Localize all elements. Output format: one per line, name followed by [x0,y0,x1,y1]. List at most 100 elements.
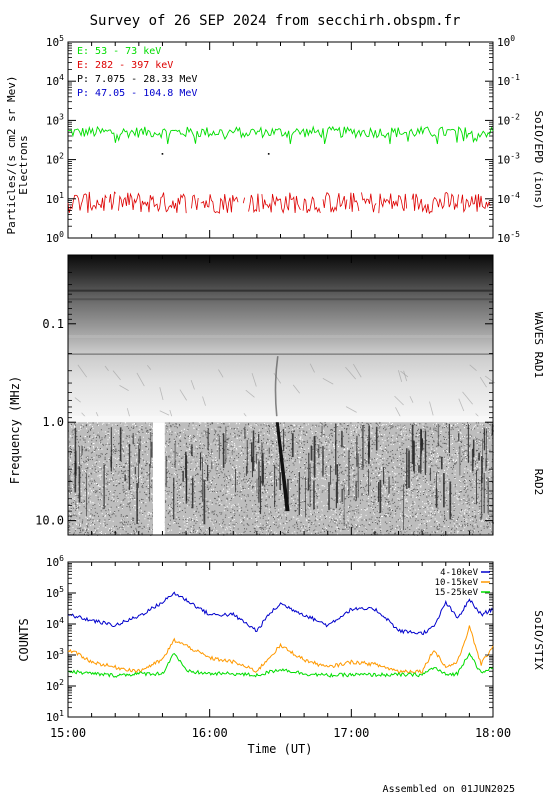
rad1-band [68,353,493,355]
rad1-feature [104,365,109,372]
stix-axes: 101 102 103 104 105 106 15:00 16:00 17:00 18:00 [46,554,511,740]
rad1-feature [136,372,145,387]
footer-assembled: Assembled on 01JUN2025 [383,784,515,795]
rad1-rad2-transition [68,416,493,423]
figure-title: Survey of 26 SEP 2024 from secchirh.obsp… [90,13,461,29]
waves-ylabel: Frequency (MHz) [8,376,22,484]
stix-x-tick-label: 16:00 [192,726,228,740]
rad1-band [68,335,493,339]
epd-series-green [67,125,494,145]
rad2-data-gap [153,422,165,535]
rad1-feature [245,389,255,398]
rad1-band [68,289,493,292]
rad1-feature [77,364,88,378]
epd-ylabel-1: Particles/(s cm2 sr Mev) [5,76,18,235]
epd-legend-item: P: 7.075 - 28.33 MeV [77,74,197,85]
stix-left-tick-label: 102 [46,678,64,693]
rad1-feature [322,378,334,385]
epd-left-tick-label: 102 [46,152,64,167]
stix-xlabel: Time (UT) [247,742,312,756]
epd-legend-item: E: 282 - 397 keV [77,60,173,71]
epd-right-tick-label: 10-5 [497,230,520,245]
stix-series-blue [67,591,494,636]
epd-left-tick-label: 104 [46,73,64,88]
stix-left-tick-label: 101 [46,709,64,724]
rad1-feature [458,398,465,412]
epd-axes: 100 101 102 103 104 105 10-5 10-4 10-3 10-2 10-1 10… [46,34,520,245]
stix-x-tick-label: 17:00 [333,726,369,740]
stix-x-tick-label: 15:00 [50,726,86,740]
epd-left-tick-label: 100 [46,230,64,245]
rad1-feature [409,396,414,403]
waves-axes: 0.1 1.0 10.0 [35,255,494,535]
stix-series-green [67,652,494,678]
type-iii-burst-rad1 [274,356,279,417]
rad1-feature [119,385,129,391]
rad1-feature [345,366,357,380]
stix-right-label: SoIO/STIX [532,610,545,670]
type-iii-burst [275,422,290,512]
stix-left-tick-label: 104 [46,616,64,631]
epd-panel: 100 101 102 103 104 105 10-5 10-4 10-3 10-2 10-1 10… [5,34,545,245]
rad1-feature [147,365,152,370]
rad1-feature [469,364,477,372]
rad1-feature [251,373,257,387]
rad1-feature [429,401,434,416]
rad1-feature [190,380,195,390]
rad1-feature [309,363,315,373]
rad1-feature [112,370,121,381]
epd-proton-point [267,153,270,155]
epd-left-tick-label: 103 [46,112,64,127]
stix-legend-label: 4-10keV [440,568,479,578]
rad1-feature [345,406,357,413]
stix-x-tick-label: 18:00 [475,726,511,740]
rad1-feature [462,391,473,405]
stix-left-tick-label: 106 [46,554,64,569]
epd-left-tick-label: 101 [46,191,64,206]
epd-legend-item: P: 47.05 - 104.8 MeV [77,88,197,99]
waves-tick-label: 1.0 [42,415,64,429]
rad1-feature [394,395,404,406]
rad1-feature [398,370,403,383]
epd-right-tick-label: 100 [497,34,515,49]
epd-ylabel-2: Electrons [17,135,30,195]
stix-panel: 101 102 103 104 105 106 15:00 16:00 17:00 18:00 4… [17,554,545,756]
stix-legend-label: 10-15keV [435,578,479,588]
epd-right-tick-label: 10-1 [497,73,520,88]
waves-spectrogram [68,255,496,536]
rad1-feature [479,376,487,388]
epd-right-tick-label: 10-2 [497,112,520,127]
waves-right-label-rad2: RAD2 [532,469,545,496]
rad1-feature [352,363,362,378]
stix-left-tick-label: 103 [46,647,64,662]
epd-legend-item: E: 53 - 73 keV [77,46,161,57]
epd-left-tick-label: 105 [46,34,64,49]
rad1-feature [292,384,301,394]
epd-frame [67,41,494,239]
rad1-feature [74,397,81,403]
stix-ylabel: COUNTS [17,618,31,661]
stix-frame [67,561,494,718]
rad1-feature [202,396,206,406]
rad1-feature [159,387,164,401]
rad1-band [68,298,493,301]
waves-right-label-rad1: WAVES RAD1 [532,312,545,378]
stix-left-tick-label: 105 [46,585,64,600]
epd-proton-point [161,153,164,155]
rad1-feature [159,410,170,416]
stix-legend-label: 15-25keV [435,588,479,598]
rad1-feature [179,389,187,401]
rad1-feature [403,370,408,382]
epd-right-label: SoIO/EPD (ions) [532,110,545,209]
waves-tick-label: 0.1 [42,317,64,331]
stix-series-layer [67,591,494,678]
waves-tick-label: 10.0 [35,514,64,528]
epd-legend: E: 53 - 73 keV E: 282 - 397 keV P: 7.075 -… [77,46,197,99]
waves-panel: 0.1 1.0 10.0 Frequency (MHz) WAVES RAD1 RA… [8,254,545,536]
rad1-feature [218,369,224,378]
epd-right-tick-label: 10-3 [497,152,520,167]
stix-series-orange [67,625,494,674]
rad1-feature [273,372,282,384]
